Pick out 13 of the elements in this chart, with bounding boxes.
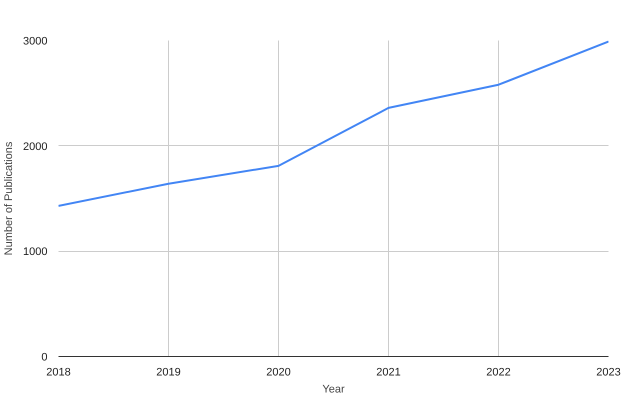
- x-axis-title: Year: [322, 384, 345, 396]
- x-tick-label: 2019: [156, 366, 181, 378]
- y-axis-title: Number of Publications: [3, 141, 16, 256]
- y-tick-label: 1000: [23, 246, 48, 258]
- line-series: [58, 40, 608, 207]
- x-tick-label: 2021: [376, 366, 401, 378]
- x-tick-label: 2023: [596, 366, 621, 378]
- y-tick-label: 2000: [23, 140, 48, 153]
- x-tick-label: 2018: [46, 366, 71, 378]
- y-tick-label: 0: [41, 352, 48, 364]
- y-tick-label: 3000: [23, 36, 48, 48]
- x-tick-label: 2022: [486, 366, 511, 378]
- x-tick-label: 2020: [266, 366, 291, 378]
